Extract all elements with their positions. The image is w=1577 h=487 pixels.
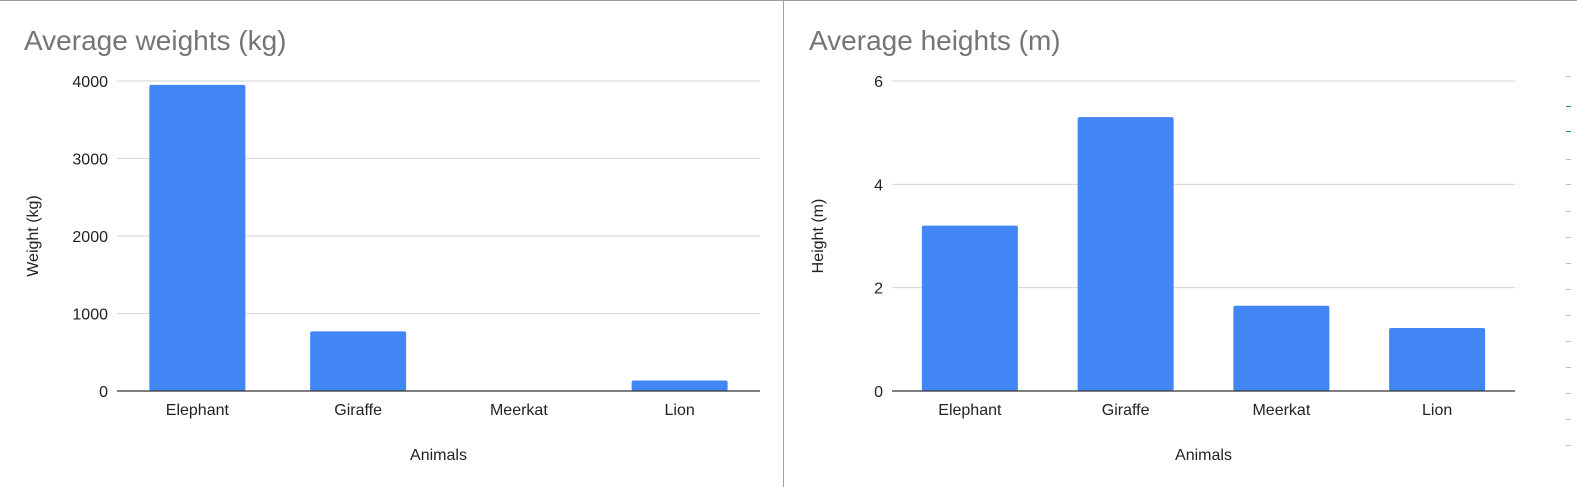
edge-strip (1562, 1, 1577, 487)
heights-chart-panel: Average heights (m) 0 2 4 6 Elephant Giraffe Me… (785, 1, 1577, 487)
edge-mark (1566, 211, 1571, 212)
heights-chart-title: Average heights (m) (809, 25, 1061, 56)
weights-y-tick-2000: 2000 (72, 229, 108, 246)
edge-mark (1566, 341, 1571, 342)
edge-mark (1566, 76, 1571, 77)
heights-bar-giraffe (1077, 117, 1174, 392)
weights-y-axis-title: Weight (kg) (25, 195, 42, 277)
heights-bar-elephant (921, 225, 1018, 391)
edge-mark (1566, 315, 1571, 316)
weights-x-tick-elephant: Elephant (166, 402, 230, 419)
edge-mark (1566, 237, 1571, 238)
heights-x-tick-meerkat: Meerkat (1252, 402, 1310, 419)
edge-mark (1566, 106, 1571, 107)
heights-y-tick-4: 4 (874, 177, 883, 194)
edge-mark (1566, 289, 1571, 290)
weights-y-tick-3000: 3000 (72, 152, 108, 169)
edge-mark (1566, 419, 1571, 420)
heights-x-axis-title: Animals (1175, 447, 1232, 464)
heights-x-tick-giraffe: Giraffe (1102, 402, 1150, 419)
heights-y-tick-0: 0 (874, 384, 883, 401)
weights-x-axis-title: Animals (410, 447, 467, 464)
heights-bar-meerkat (1233, 305, 1330, 391)
heights-chart: Average heights (m) 0 2 4 6 Elephant Giraffe Me… (809, 25, 1515, 464)
edge-mark (1566, 159, 1571, 160)
heights-x-tick-elephant: Elephant (938, 402, 1002, 419)
weights-bar-lion (631, 380, 728, 391)
weights-x-tick-giraffe: Giraffe (334, 402, 382, 419)
weights-chart-panel: Average weights (kg) 0 1000 2000 3000 4000 Ele… (0, 1, 784, 487)
weights-bar-giraffe (310, 331, 407, 391)
heights-y-axis-title: Height (m) (810, 199, 827, 274)
edge-mark (1566, 263, 1571, 264)
weights-chart: Average weights (kg) 0 1000 2000 3000 4000 Ele… (24, 25, 760, 464)
weights-chart-title: Average weights (kg) (24, 25, 287, 56)
heights-bar-lion (1389, 327, 1486, 391)
edge-mark (1566, 367, 1571, 368)
edge-mark (1566, 131, 1571, 132)
edge-mark (1566, 184, 1571, 185)
edge-mark (1566, 445, 1571, 446)
panel-divider (783, 1, 784, 487)
heights-x-tick-lion: Lion (1422, 402, 1452, 419)
heights-y-tick-6: 6 (874, 74, 883, 91)
edge-mark (1566, 393, 1571, 394)
weights-y-tick-1000: 1000 (72, 307, 108, 324)
weights-bar-elephant (149, 84, 246, 391)
weights-y-tick-4000: 4000 (72, 74, 108, 91)
weights-x-tick-meerkat: Meerkat (490, 402, 548, 419)
weights-y-tick-0: 0 (99, 384, 108, 401)
weights-x-tick-lion: Lion (665, 402, 695, 419)
heights-y-tick-2: 2 (874, 281, 883, 298)
